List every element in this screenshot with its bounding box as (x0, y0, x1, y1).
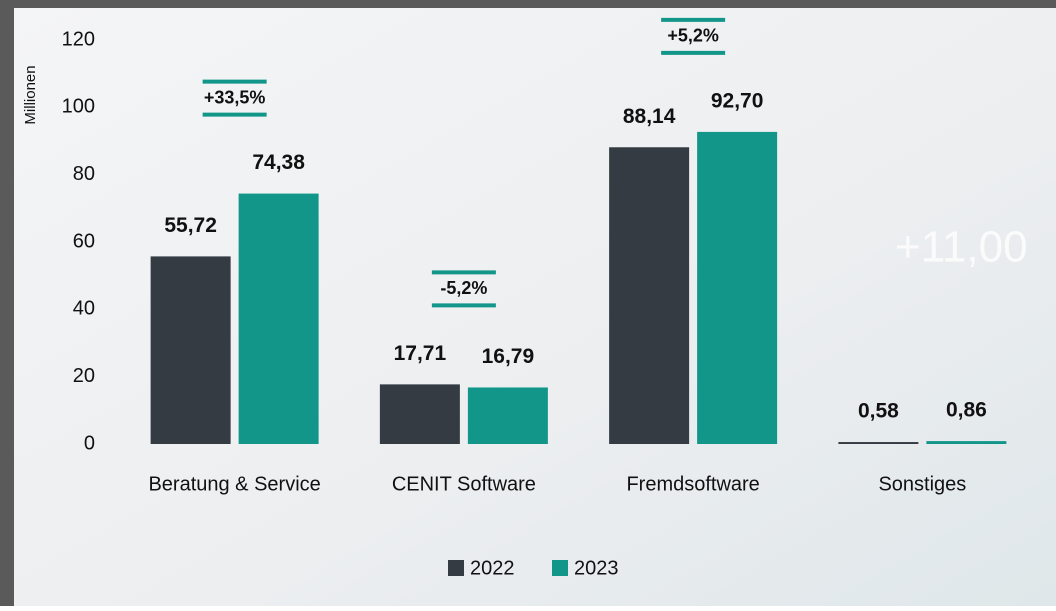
change-label: +5,2% (667, 26, 719, 46)
bar (150, 256, 231, 444)
y-axis-label: Millionen (22, 65, 39, 124)
y-tick-label: 40 (73, 298, 95, 320)
bar (926, 441, 1007, 444)
value-label: 0,58 (858, 400, 899, 423)
bar (697, 131, 778, 444)
y-tick-label: 60 (73, 230, 95, 252)
bar (379, 384, 460, 444)
legend-label: 2022 (470, 557, 515, 579)
value-label: 92,70 (711, 89, 764, 112)
bar (838, 442, 919, 444)
x-tick-label: Fremdsoftware (626, 473, 759, 495)
y-tick-label: 80 (73, 163, 95, 185)
legend-swatch (552, 560, 568, 576)
x-tick-label: Beratung & Service (148, 473, 320, 495)
value-label: 17,71 (394, 342, 447, 365)
bar (238, 193, 319, 444)
legend-swatch (448, 560, 464, 576)
y-tick-label: 120 (62, 28, 95, 50)
y-tick-label: 20 (73, 365, 95, 387)
value-label: 16,79 (482, 345, 535, 368)
y-tick-label: 100 (62, 96, 95, 118)
bar (467, 387, 548, 444)
x-tick-label: CENIT Software (392, 473, 536, 495)
value-label: 55,72 (164, 214, 217, 237)
y-tick-label: 0 (84, 432, 95, 454)
bar (609, 147, 690, 444)
background-text: +11,00 (895, 223, 1028, 272)
change-label: -5,2% (440, 278, 487, 298)
value-label: 74,38 (252, 151, 305, 174)
value-label: 88,14 (623, 105, 676, 128)
value-label: 0,86 (946, 399, 987, 422)
legend-label: 2023 (574, 557, 619, 579)
change-label: +33,5% (204, 87, 266, 107)
x-tick-label: Sonstiges (878, 473, 966, 495)
